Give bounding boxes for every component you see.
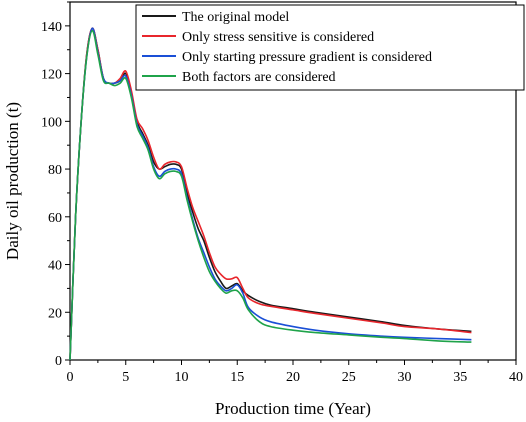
x-tick-label: 35 <box>453 370 467 385</box>
x-tick-label: 40 <box>509 370 523 385</box>
y-tick-label: 20 <box>48 306 62 321</box>
y-tick-label: 140 <box>41 20 62 35</box>
x-tick-label: 5 <box>122 370 129 385</box>
y-tick-label: 40 <box>48 259 62 274</box>
x-tick-label: 20 <box>286 370 300 385</box>
series-lines <box>69 27 472 361</box>
y-tick-label: 60 <box>48 211 62 226</box>
x-tick-label: 0 <box>67 370 74 385</box>
axis-ticks: 0 5 10 15 20 25 30 35 40 0 20 40 60 80 100 120 140 <box>41 1 523 385</box>
x-tick-label: 25 <box>342 370 356 385</box>
y-tick-label: 100 <box>41 115 62 130</box>
series-line-only-starting-pressure-gradient-is-considered <box>69 27 472 361</box>
x-tick-label: 15 <box>230 370 244 385</box>
y-tick-label: 0 <box>55 354 62 369</box>
legend-label: Only stress sensitive is considered <box>182 30 374 45</box>
series-line-both-factors-are-considered <box>69 29 472 361</box>
legend-label: Both factors are considered <box>182 70 336 85</box>
y-tick-label: 120 <box>41 68 62 83</box>
legend-label: Only starting pressure gradient is consi… <box>182 50 432 65</box>
y-tick-label: 80 <box>48 163 62 178</box>
legend: The original model Only stress sensitive … <box>135 4 525 91</box>
x-tick-label: 30 <box>398 370 412 385</box>
y-axis-title: Daily oil production (t) <box>3 102 22 260</box>
x-axis-title: Production time (Year) <box>215 399 371 418</box>
x-tick-label: 10 <box>175 370 189 385</box>
legend-label: The original model <box>182 10 289 25</box>
legend-box <box>135 4 525 91</box>
